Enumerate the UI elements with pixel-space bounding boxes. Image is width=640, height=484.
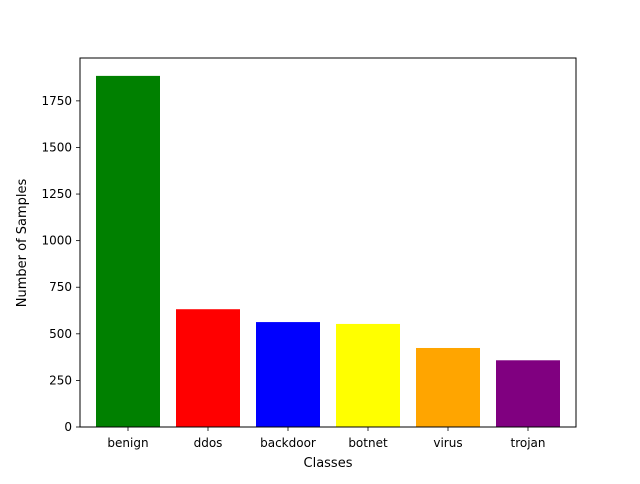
bar-ddos — [176, 309, 240, 427]
y-axis-ticks: 0 250 500 750 1000 1250 1500 1750 — [41, 94, 80, 434]
y-tick-label-1500: 1500 — [41, 140, 72, 154]
y-tick-label-1250: 1250 — [41, 187, 72, 201]
y-tick-label-750: 750 — [49, 280, 72, 294]
bar-botnet — [336, 323, 400, 427]
y-tick-label-1750: 1750 — [41, 94, 72, 108]
x-tick-label-ddos: ddos — [194, 436, 223, 450]
y-tick-label-500: 500 — [49, 327, 72, 341]
bar-benign — [96, 75, 160, 427]
y-tick-label-250: 250 — [49, 373, 72, 387]
x-tick-label-trojan: trojan — [510, 436, 545, 450]
bar-virus — [416, 347, 480, 427]
bar-backdoor — [256, 322, 320, 427]
bar-trojan — [496, 360, 560, 427]
y-tick-label-1000: 1000 — [41, 234, 72, 248]
bars-group — [96, 75, 560, 427]
plot-frame — [79, 57, 577, 428]
x-tick-label-backdoor: backdoor — [260, 436, 316, 450]
x-tick-label-botnet: botnet — [348, 436, 388, 450]
y-axis-label: Number of Samples — [15, 179, 30, 308]
x-tick-label-benign: benign — [107, 436, 148, 450]
x-tick-label-virus: virus — [433, 436, 462, 450]
y-tick-label-0: 0 — [64, 420, 72, 434]
x-axis-ticks: benign ddos backdoor botnet virus trojan — [107, 427, 546, 450]
x-axis-label: Classes — [304, 456, 353, 471]
